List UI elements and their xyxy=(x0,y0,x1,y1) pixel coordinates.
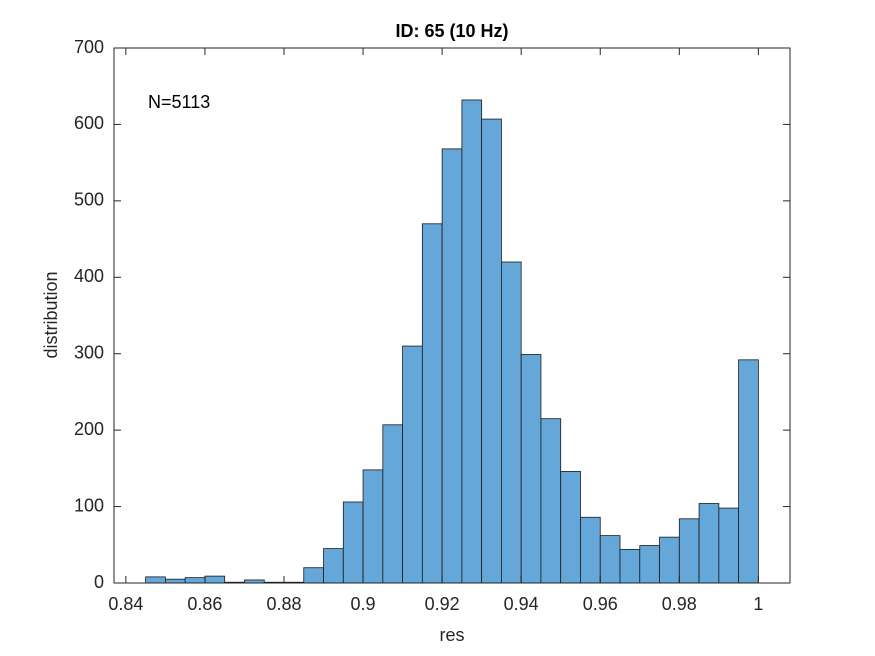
bar xyxy=(560,471,581,584)
bar xyxy=(323,548,344,584)
y-tick-label: 700 xyxy=(74,37,104,57)
bar xyxy=(639,545,660,584)
x-tick-label: 0.9 xyxy=(351,594,376,614)
x-tick-label: 0.94 xyxy=(504,594,539,614)
bar xyxy=(501,261,522,584)
x-tick-label: 1 xyxy=(753,594,763,614)
bar xyxy=(204,575,226,584)
annotation: N=5113 xyxy=(148,92,210,112)
bar xyxy=(441,148,463,584)
y-tick-label: 400 xyxy=(74,266,104,286)
bar xyxy=(402,345,423,584)
bar xyxy=(540,418,562,584)
y-axis-label: distribution xyxy=(41,271,61,358)
x-tick-label: 0.98 xyxy=(662,594,697,614)
bar xyxy=(145,576,166,584)
bar xyxy=(164,578,186,584)
bar xyxy=(718,507,740,584)
bar xyxy=(421,223,443,584)
y-tick-label: 600 xyxy=(74,113,104,133)
y-tick-label: 300 xyxy=(74,342,104,362)
bar xyxy=(738,359,759,584)
x-axis-label: res xyxy=(439,625,464,645)
bar xyxy=(698,503,720,584)
axes-box xyxy=(113,47,791,584)
bar xyxy=(461,99,483,584)
bar xyxy=(520,354,542,584)
bar xyxy=(303,567,324,584)
x-tick-label: 0.86 xyxy=(187,594,222,614)
y-tick-label: 200 xyxy=(74,419,104,439)
bar xyxy=(481,118,502,584)
x-tick-label: 0.84 xyxy=(108,594,143,614)
x-tick-label: 0.96 xyxy=(583,594,618,614)
x-tick-label: 0.92 xyxy=(425,594,460,614)
y-tick-label: 500 xyxy=(74,190,104,210)
y-tick-label: 100 xyxy=(74,495,104,515)
bar xyxy=(599,535,621,584)
bar xyxy=(362,469,384,584)
bar xyxy=(580,516,601,584)
bar xyxy=(619,548,641,584)
chart-title: ID: 65 (10 Hz) xyxy=(395,21,508,41)
bar xyxy=(678,518,700,584)
bar xyxy=(382,424,403,584)
y-tick-label: 0 xyxy=(94,572,104,592)
bar xyxy=(659,536,680,584)
bar xyxy=(184,577,206,584)
bar xyxy=(342,501,364,584)
x-tick-label: 0.88 xyxy=(266,594,301,614)
